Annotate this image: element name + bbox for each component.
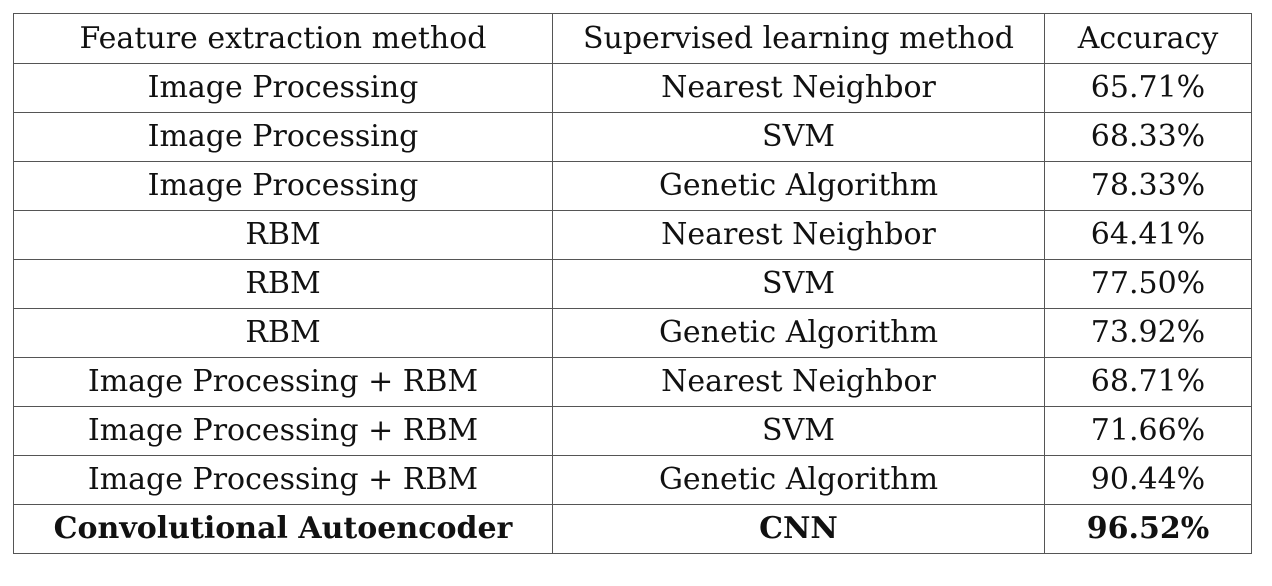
cell-feature: Image Processing bbox=[13, 112, 553, 162]
cell-accuracy: 71.66% bbox=[1044, 406, 1252, 456]
cell-accuracy: 68.33% bbox=[1044, 112, 1252, 162]
table-row: Image Processing SVM 68.33% bbox=[13, 112, 1252, 162]
cell-method: Genetic Algorithm bbox=[552, 308, 1045, 358]
table-row: RBM Genetic Algorithm 73.92% bbox=[13, 308, 1252, 358]
results-table-container: Feature extraction method Supervised lea… bbox=[13, 13, 1252, 554]
header-supervised-learning: Supervised learning method bbox=[552, 13, 1045, 64]
cell-feature: Image Processing + RBM bbox=[13, 406, 553, 456]
table-row: Image Processing Nearest Neighbor 65.71% bbox=[13, 63, 1252, 113]
cell-method: Nearest Neighbor bbox=[552, 357, 1045, 407]
cell-accuracy: 78.33% bbox=[1044, 161, 1252, 211]
cell-method: CNN bbox=[552, 504, 1045, 554]
table-row: RBM Nearest Neighbor 64.41% bbox=[13, 210, 1252, 260]
cell-method: Nearest Neighbor bbox=[552, 63, 1045, 113]
table-row-best: Convolutional Autoencoder CNN 96.52% bbox=[13, 504, 1252, 554]
cell-accuracy: 73.92% bbox=[1044, 308, 1252, 358]
cell-feature: RBM bbox=[13, 259, 553, 309]
cell-method: Genetic Algorithm bbox=[552, 455, 1045, 505]
header-row: Feature extraction method Supervised lea… bbox=[13, 13, 1252, 64]
table-row: Image Processing + RBM Nearest Neighbor … bbox=[13, 357, 1252, 407]
cell-method: SVM bbox=[552, 112, 1045, 162]
table-row: RBM SVM 77.50% bbox=[13, 259, 1252, 309]
cell-method: SVM bbox=[552, 259, 1045, 309]
table-header: Feature extraction method Supervised lea… bbox=[13, 13, 1252, 64]
cell-accuracy: 68.71% bbox=[1044, 357, 1252, 407]
header-feature-extraction: Feature extraction method bbox=[13, 13, 553, 64]
cell-method: Nearest Neighbor bbox=[552, 210, 1045, 260]
cell-method: Genetic Algorithm bbox=[552, 161, 1045, 211]
header-accuracy: Accuracy bbox=[1044, 13, 1252, 64]
table-row: Image Processing + RBM Genetic Algorithm… bbox=[13, 455, 1252, 505]
cell-feature: Image Processing bbox=[13, 63, 553, 113]
table-body: Image Processing Nearest Neighbor 65.71%… bbox=[13, 63, 1252, 554]
results-table: Feature extraction method Supervised lea… bbox=[13, 13, 1252, 554]
cell-accuracy: 77.50% bbox=[1044, 259, 1252, 309]
cell-accuracy: 90.44% bbox=[1044, 455, 1252, 505]
cell-method: SVM bbox=[552, 406, 1045, 456]
cell-accuracy: 96.52% bbox=[1044, 504, 1252, 554]
cell-feature: RBM bbox=[13, 210, 553, 260]
cell-feature: Image Processing + RBM bbox=[13, 455, 553, 505]
cell-feature: Image Processing + RBM bbox=[13, 357, 553, 407]
cell-accuracy: 65.71% bbox=[1044, 63, 1252, 113]
cell-accuracy: 64.41% bbox=[1044, 210, 1252, 260]
cell-feature: Image Processing bbox=[13, 161, 553, 211]
cell-feature: RBM bbox=[13, 308, 553, 358]
table-row: Image Processing Genetic Algorithm 78.33… bbox=[13, 161, 1252, 211]
table-row: Image Processing + RBM SVM 71.66% bbox=[13, 406, 1252, 456]
cell-feature: Convolutional Autoencoder bbox=[13, 504, 553, 554]
